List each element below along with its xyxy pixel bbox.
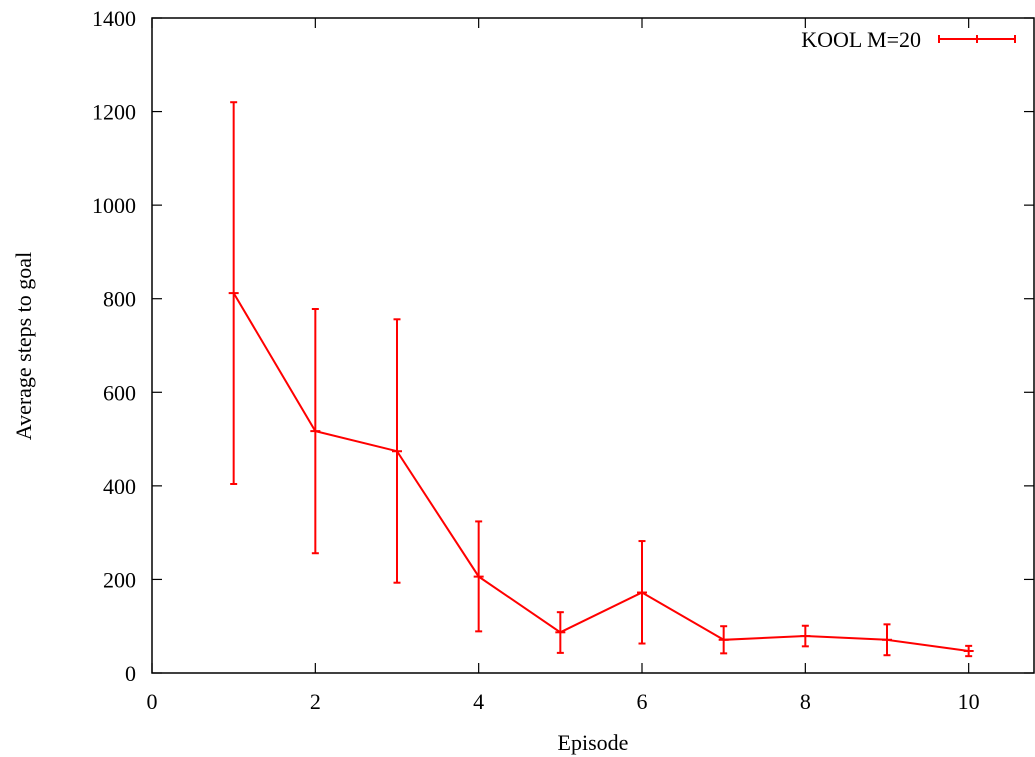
y-tick-label: 0 <box>125 661 136 686</box>
x-tick-label: 2 <box>310 689 321 714</box>
axes-frame <box>151 17 1035 674</box>
x-tick-label: 6 <box>637 689 648 714</box>
y-tick-label: 600 <box>103 380 136 405</box>
plot-border <box>151 17 1035 674</box>
plot-area <box>228 101 974 658</box>
y-tick-label: 400 <box>103 474 136 499</box>
y-tick-label: 1200 <box>92 100 136 125</box>
legend-label: KOOL M=20 <box>801 27 921 52</box>
x-ticks: 0 2 4 6 8 10 <box>147 18 980 714</box>
y-tick-label: 800 <box>103 287 136 312</box>
x-tick-label: 4 <box>473 689 484 714</box>
legend: KOOL M=20 <box>801 27 1016 52</box>
x-tick-label: 8 <box>800 689 811 714</box>
y-tick-label: 1400 <box>92 6 136 31</box>
y-ticks: 0 200 400 600 800 1000 1200 1400 <box>92 6 1034 686</box>
x-tick-label: 0 <box>147 689 158 714</box>
series-line <box>232 292 969 652</box>
y-axis-label: Average steps to goal <box>11 252 36 440</box>
y-tick-label: 200 <box>103 567 136 592</box>
y-tick-label: 1000 <box>92 193 136 218</box>
x-tick-label: 10 <box>958 689 980 714</box>
x-axis-label: Episode <box>558 730 629 755</box>
